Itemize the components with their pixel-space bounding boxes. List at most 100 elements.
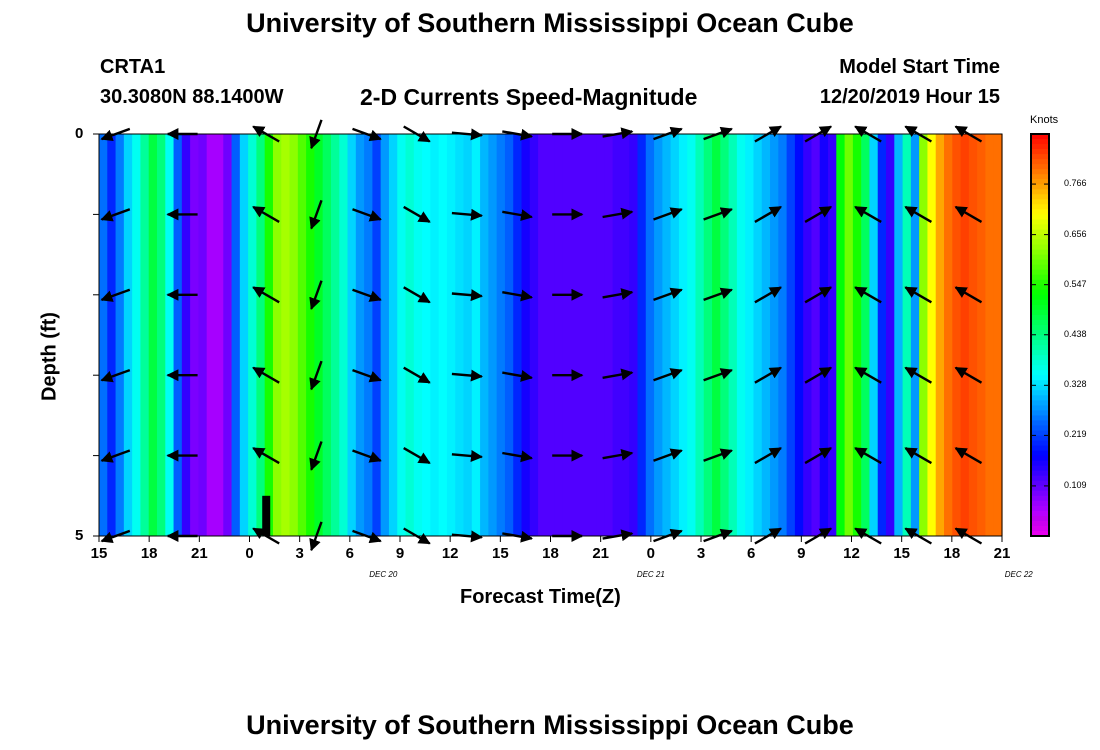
x-tick-label: 18 [542,545,559,562]
colorbar-step [1031,309,1049,316]
heat-cell [297,134,307,536]
y-tick-label: 5 [75,527,84,544]
colorbar-step [1031,495,1049,502]
heat-cell [422,134,431,536]
heat-cell [330,134,340,536]
heat-cell [388,134,398,536]
heat-cell [206,134,216,536]
current-arrow [854,286,882,304]
colorbar-tick-label: 0.547 [1064,278,1087,289]
heat-cell [347,134,357,536]
current-arrow [653,368,683,382]
heat-cell [272,134,282,536]
colorbar-step [1031,455,1049,462]
heat-cell [546,134,556,536]
heat-cell [869,134,879,536]
heat-cell [852,134,862,536]
heat-cell [364,134,373,536]
heat-cell [645,134,655,536]
colorbar-step [1031,470,1049,477]
colorbar-step [1031,239,1049,246]
current-arrow [954,286,983,304]
current-arrow [602,207,634,220]
heat-cell [753,134,763,536]
x-tick-label: 12 [441,545,459,562]
colorbar-step [1031,380,1049,386]
heat-cell [231,134,241,536]
heat-cell [944,134,953,536]
heat-cell [438,134,448,536]
heat-cell [148,134,158,536]
colorbar-step [1031,525,1049,532]
colorbar-step [1031,510,1049,517]
colorbar-step [1031,360,1049,366]
colorbar-tick-label: 0.656 [1064,228,1087,239]
current-arrow [100,449,131,463]
x-tick-label: 12 [843,545,860,562]
colorbar-step [1031,234,1049,241]
colorbar-label: Knots [1030,114,1059,126]
colorbar-step [1031,375,1049,381]
colorbar-step [1031,405,1049,411]
current-arrow [451,449,483,462]
colorbar-step [1031,485,1049,492]
y-axis-label: Depth (ft) [38,312,61,401]
heat-cell [579,134,589,536]
colorbar-step [1031,420,1049,427]
heat-cell [770,134,779,536]
heat-cell [463,134,473,536]
colorbar-step [1031,435,1049,442]
heat-cell [703,134,713,536]
x-tick-label: 3 [696,545,706,562]
heat-cell [877,134,887,536]
heat-cell [281,134,291,536]
current-arrow [352,288,382,302]
x-tick-label: 18 [140,545,158,562]
heat-cell [745,134,755,536]
colorbar-step [1031,530,1049,537]
heat-cell [181,134,191,536]
current-arrow [309,360,323,391]
colorbar-tick-label: 0.438 [1064,328,1087,339]
colorbar-step [1031,304,1049,311]
heat-cell [960,134,970,536]
x-tick-label: 15 [90,545,108,562]
heat-cell [662,134,672,536]
colorbar-step [1031,194,1049,200]
colorbar-step [1031,490,1049,497]
colorbar-step [1031,249,1049,256]
current-arrow [100,368,131,383]
colorbar-step [1031,500,1049,507]
x-tick-label: 6 [345,545,354,562]
heat-cell [910,134,920,536]
colorbar-step [1031,329,1049,336]
heat-cell [902,134,912,536]
colorbar-step [1031,319,1049,326]
x-tick-label: 21 [993,545,1011,562]
current-arrow [352,208,382,222]
colorbar-step [1031,264,1049,271]
model-start-label: Model Start Time [839,56,1000,78]
heat-cell [977,134,987,536]
heat-cell [397,134,407,536]
colorbar-step [1031,149,1049,155]
current-arrow [602,448,634,461]
current-arrow [954,205,983,223]
heat-cell [637,134,647,536]
current-arrow [754,447,782,465]
colorbar-tick-label: 0.219 [1064,429,1087,440]
colorbar-step [1031,279,1049,286]
heat-cell [654,134,663,536]
colorbar-step [1031,274,1049,281]
colorbar-step [1031,154,1049,160]
current-arrow [502,450,533,463]
heat-cell [919,134,929,536]
current-arrow [804,286,833,304]
current-arrow [252,205,280,223]
x-tick-label: 6 [746,545,756,562]
heat-cell [712,134,721,536]
colorbar-step [1031,244,1049,251]
current-arrow [502,289,533,302]
heat-cell [538,134,547,536]
